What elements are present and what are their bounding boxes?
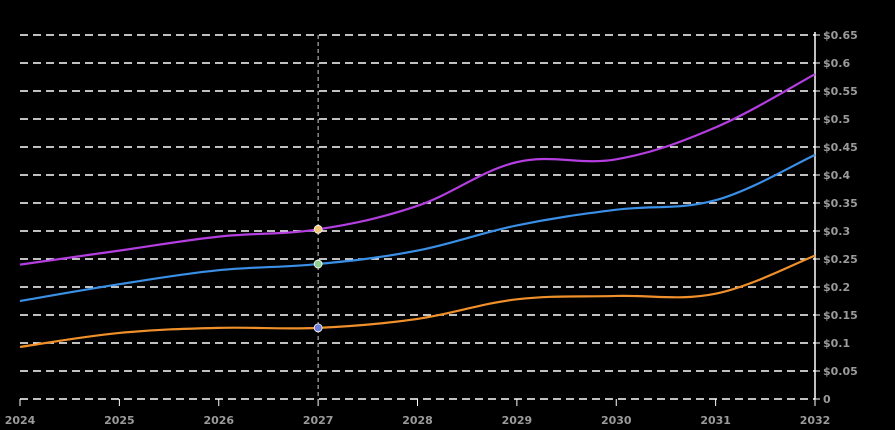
series-lines[interactable] [19, 73, 816, 349]
x-tick-label: 2026 [203, 414, 234, 427]
y-tick-label: $0.55 [823, 85, 858, 98]
x-tick-label: 2032 [800, 414, 831, 427]
x-tick-label: 2031 [700, 414, 731, 427]
y-tick-label: $0.25 [823, 253, 858, 266]
y-tick-label: $0.6 [823, 57, 850, 70]
y-tick-label: $0.3 [823, 225, 850, 238]
y-tick-label: $0.4 [823, 169, 850, 182]
hover-marker[interactable] [313, 224, 323, 234]
x-tick-label: 2030 [601, 414, 632, 427]
y-tick-label: $0.65 [823, 29, 858, 42]
y-tick-label: $0.2 [823, 281, 850, 294]
y-tick-label: $0.5 [823, 113, 850, 126]
x-tick-label: 2027 [303, 414, 334, 427]
y-tick-label: $0.05 [823, 365, 858, 378]
y-tick-label: $0.15 [823, 309, 858, 322]
y-tick-label: $0.45 [823, 141, 858, 154]
hover-marker[interactable] [313, 259, 323, 269]
x-tick-label: 2025 [104, 414, 135, 427]
grid-lines [20, 34, 815, 400]
series-line[interactable] [19, 153, 816, 303]
x-axis: 2024 2025 2026 2027 2028 2029 2030 2031 2032 [5, 399, 831, 427]
hover-marker[interactable] [313, 323, 323, 333]
hover-markers[interactable] [313, 224, 323, 333]
y-axis: 0 $0.05 $0.1 $0.15 $0.2 $0.25 $0.3 $0.35 $0.4 $0.… [814, 29, 858, 406]
y-tick-label: $0.35 [823, 197, 858, 210]
y-tick-label: $0.1 [823, 337, 850, 350]
x-tick-label: 2028 [402, 414, 433, 427]
y-tick-label: 0 [823, 393, 831, 406]
series-line[interactable] [19, 254, 816, 349]
x-tick-label: 2024 [5, 414, 36, 427]
series-line[interactable] [19, 73, 816, 266]
x-tick-label: 2029 [502, 414, 533, 427]
